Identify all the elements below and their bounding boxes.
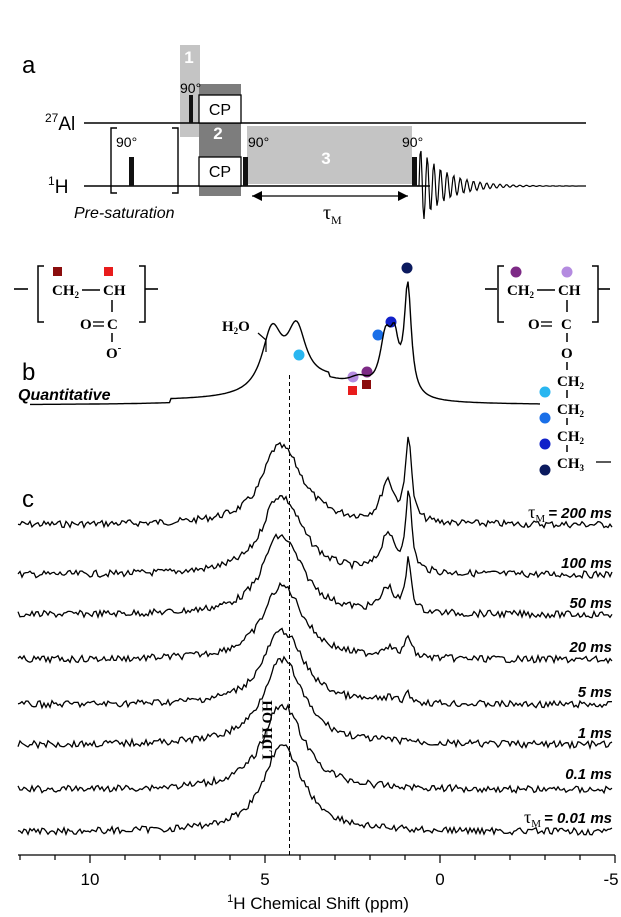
spectrum-1ms <box>17 655 613 751</box>
al-90-label: 90° <box>180 80 201 96</box>
right-carbonyl-o: O <box>528 317 540 333</box>
left-ch: CH <box>103 283 126 299</box>
left-carbonyl-o: O <box>80 317 92 333</box>
tau-label-5ms: 5 ms <box>578 684 612 701</box>
h-cp-label: CP <box>209 164 231 181</box>
left-bracket-open <box>37 265 44 323</box>
spectrum-20ms <box>17 581 613 665</box>
ldh-oh-label: LDH OH <box>260 700 276 760</box>
tau-label-0.01ms: τM = 0.01 ms <box>524 807 612 830</box>
left-ch2: CH2 <box>52 283 80 300</box>
peak-marker-red-square <box>348 386 357 395</box>
peak-marker-dark-red-square <box>362 380 371 389</box>
tau-arrow-right-head <box>398 191 408 201</box>
x-axis: 10 5 0 -5 1H Chemical Shift (ppm) <box>18 854 619 913</box>
quantitative-spectrum <box>30 281 540 406</box>
water-label: H2O <box>222 319 250 336</box>
presaturation-label: Pre-saturation <box>74 205 175 222</box>
presat-bracket-left <box>110 127 117 194</box>
fid-signal <box>417 150 586 220</box>
right-ester-o: O <box>561 346 573 362</box>
left-c: C <box>107 317 118 333</box>
h-90-pulse-1 <box>243 157 248 186</box>
right-ch: CH <box>558 283 581 299</box>
spectrum-100ms <box>17 490 613 580</box>
tick-label-minus5: -5 <box>603 870 618 889</box>
peak-marker-mid-blue <box>372 329 384 341</box>
block-1-number: 1 <box>184 48 193 67</box>
mid-blue-dot-marker <box>539 412 551 424</box>
quantitative-label: Quantitative <box>18 387 111 404</box>
dark-purple-dot-marker <box>510 266 522 278</box>
dark-red-square-marker <box>53 267 62 276</box>
right-ch2-c: CH2 <box>557 429 585 446</box>
tick-label-0: 0 <box>435 870 444 889</box>
h-90-pulse-2 <box>412 157 417 186</box>
block-3 <box>247 126 412 184</box>
mixing-time-spectra <box>17 436 613 837</box>
left-bracket-close <box>139 265 146 323</box>
navy-dot-marker <box>539 464 551 476</box>
tau-label-1ms: 1 ms <box>578 725 612 742</box>
tau-label-50ms: 50 ms <box>569 595 612 612</box>
panel-label-c: c <box>22 486 34 513</box>
block-3-number: 3 <box>321 149 330 168</box>
peak-marker-navy <box>401 262 413 274</box>
panel-label-b: b <box>22 359 35 386</box>
block-1 <box>180 45 200 137</box>
spectrum-0.01ms <box>17 744 613 837</box>
x-axis-label: 1H Chemical Shift (ppm) <box>227 893 409 913</box>
right-bracket-open <box>497 265 504 323</box>
h-90-label-1: 90° <box>248 134 269 150</box>
h-90-label-2: 90° <box>402 134 423 150</box>
block-2-number: 2 <box>213 124 222 143</box>
spectrum-0.1ms <box>17 703 613 795</box>
presat-90-pulse <box>129 157 134 186</box>
al-channel-label: 27Al <box>45 111 75 135</box>
left-structure: CH2 CH O C O- <box>14 265 158 362</box>
left-o-minus: O- <box>106 342 122 362</box>
al-90-pulse <box>189 95 193 123</box>
h-cp-box <box>198 156 242 187</box>
light-purple-dot-marker <box>561 266 573 278</box>
al-cp-box <box>198 94 242 124</box>
right-ch3: CH3 <box>557 456 585 473</box>
right-ch2-a: CH2 <box>557 374 585 391</box>
right-ch2: CH2 <box>507 283 535 300</box>
right-ch2-b: CH2 <box>557 402 585 419</box>
presat-90-label: 90° <box>116 134 137 150</box>
tau-label-100ms: 100 ms <box>561 555 612 572</box>
spectrum-50ms <box>17 533 613 620</box>
h-channel-label: 1H <box>48 174 68 198</box>
panel-label-a: a <box>22 52 36 79</box>
spectrum-5ms <box>17 627 613 710</box>
tick-label-5: 5 <box>260 870 269 889</box>
right-structure: CH2 CH O C O CH2 CH2 CH2 CH3 <box>485 265 611 476</box>
tau-label: τM <box>323 202 342 227</box>
blue-dot-marker <box>539 438 551 450</box>
light-blue-dot-marker <box>539 386 551 398</box>
tau-label-20ms: 20 ms <box>568 639 612 656</box>
right-bracket-close <box>592 265 599 323</box>
tau-label-0.1ms: 0.1 ms <box>565 766 612 783</box>
presat-bracket-right <box>172 127 179 194</box>
red-square-marker <box>104 267 113 276</box>
pulse-sequence-panel: a 1 2 3 27Al 1H 90° CP CP 90° Pre-satura… <box>22 45 586 227</box>
al-cp-label: CP <box>209 102 231 119</box>
tau-label-200ms: τM = 200 ms <box>528 502 612 525</box>
spectrum-200ms <box>17 436 613 529</box>
tau-arrow-left-head <box>252 191 262 201</box>
peak-marker-blue <box>385 316 397 328</box>
right-c: C <box>561 317 572 333</box>
tick-label-10: 10 <box>81 870 100 889</box>
peak-marker-light-purple <box>347 371 359 383</box>
mixing-time-labels: τM = 200 ms 100 ms 50 ms 20 ms 5 ms 1 ms … <box>524 502 612 830</box>
peak-marker-light-blue <box>293 349 305 361</box>
